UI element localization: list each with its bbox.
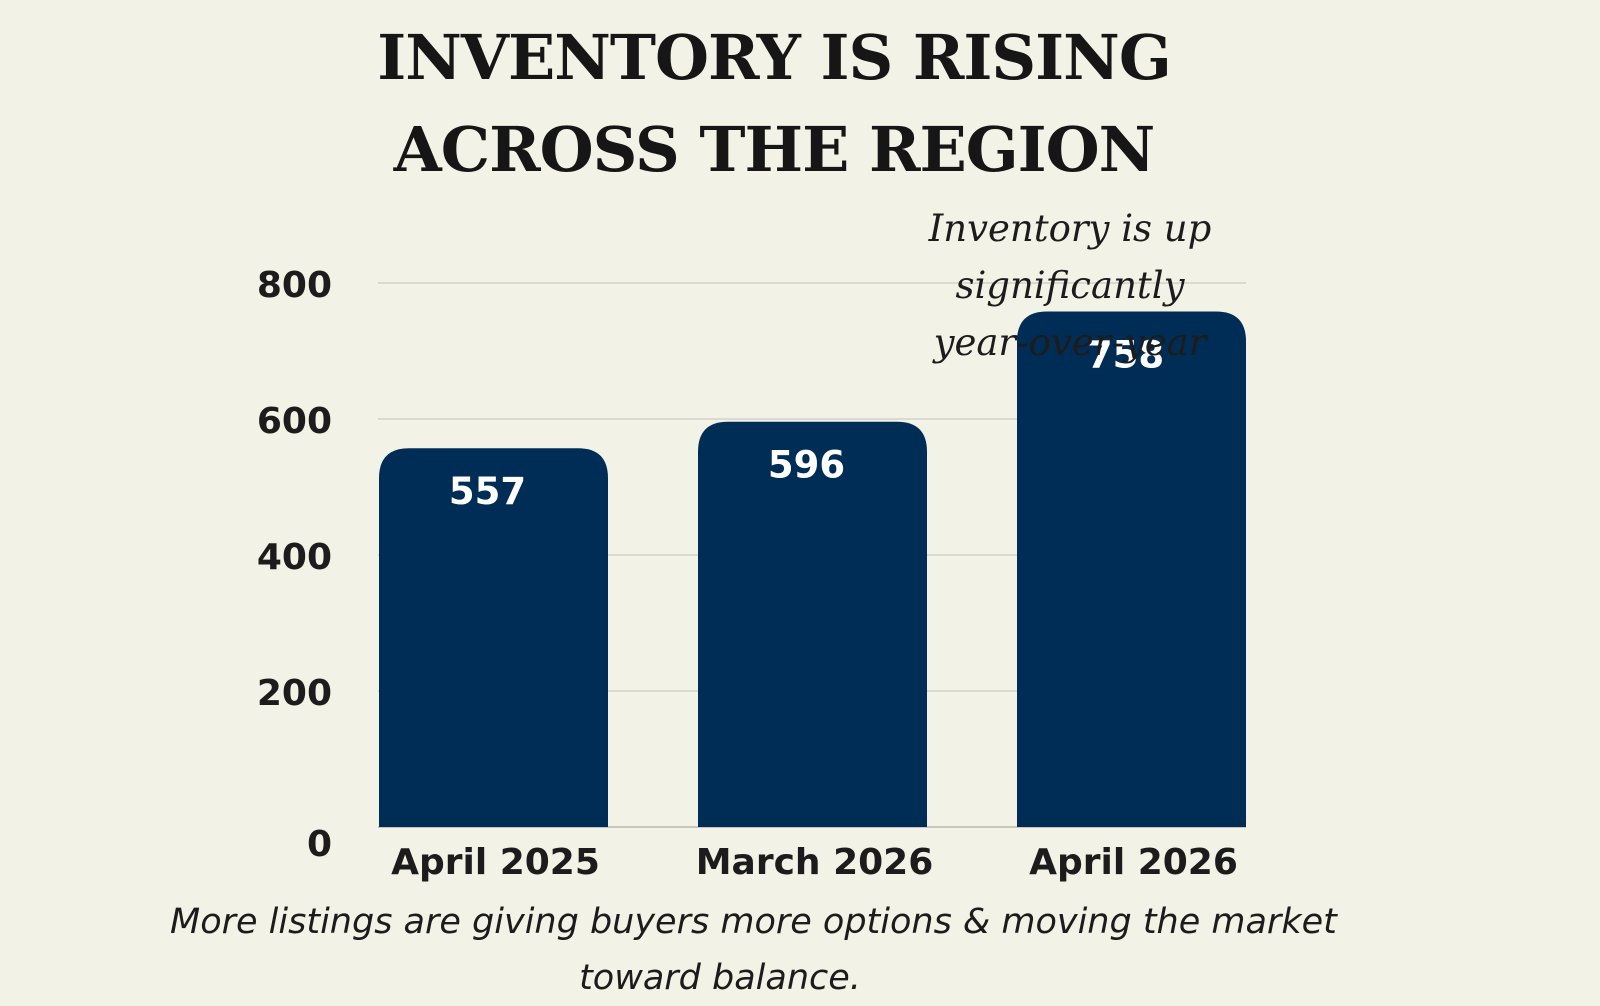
footnote-line-2: toward balance. — [579, 958, 861, 998]
data-label: 557 — [449, 470, 526, 513]
y-tick-label: 200 — [257, 673, 332, 714]
x-tick-label: April 2026 — [1029, 842, 1238, 883]
bar-2 — [698, 421, 927, 827]
data-label: 758 — [1087, 334, 1164, 377]
chart-annotation: Inventory is up significantly year-over-… — [850, 200, 1290, 371]
footnote-line-1: More listings are giving buyers more opt… — [170, 902, 1337, 942]
y-tick-label: 400 — [257, 537, 332, 578]
bar-1 — [379, 448, 608, 827]
chart-footnote: More listings are giving buyers more opt… — [170, 894, 1337, 1006]
x-tick-label: April 2025 — [391, 842, 600, 883]
labels: 800 600 400 200 0 557 April 2025 596 March 2026 7… — [257, 265, 1238, 883]
y-tick-label: 0 — [307, 824, 332, 865]
y-tick-label: 800 — [257, 265, 332, 306]
bar-3 — [1017, 311, 1246, 827]
annotation-line-2: year-over-year — [933, 321, 1207, 364]
chart-title: INVENTORY IS RISING ACROSS THE REGION — [0, 12, 1548, 196]
annotation-line-1: Inventory is up significantly — [928, 207, 1212, 307]
chart-title-line-2: ACROSS THE REGION — [393, 113, 1156, 186]
chart-title-line-1: INVENTORY IS RISING — [377, 21, 1172, 94]
bars — [379, 311, 1246, 827]
data-label: 596 — [768, 444, 845, 487]
y-tick-label: 600 — [257, 401, 332, 442]
x-tick-label: March 2026 — [696, 842, 934, 883]
